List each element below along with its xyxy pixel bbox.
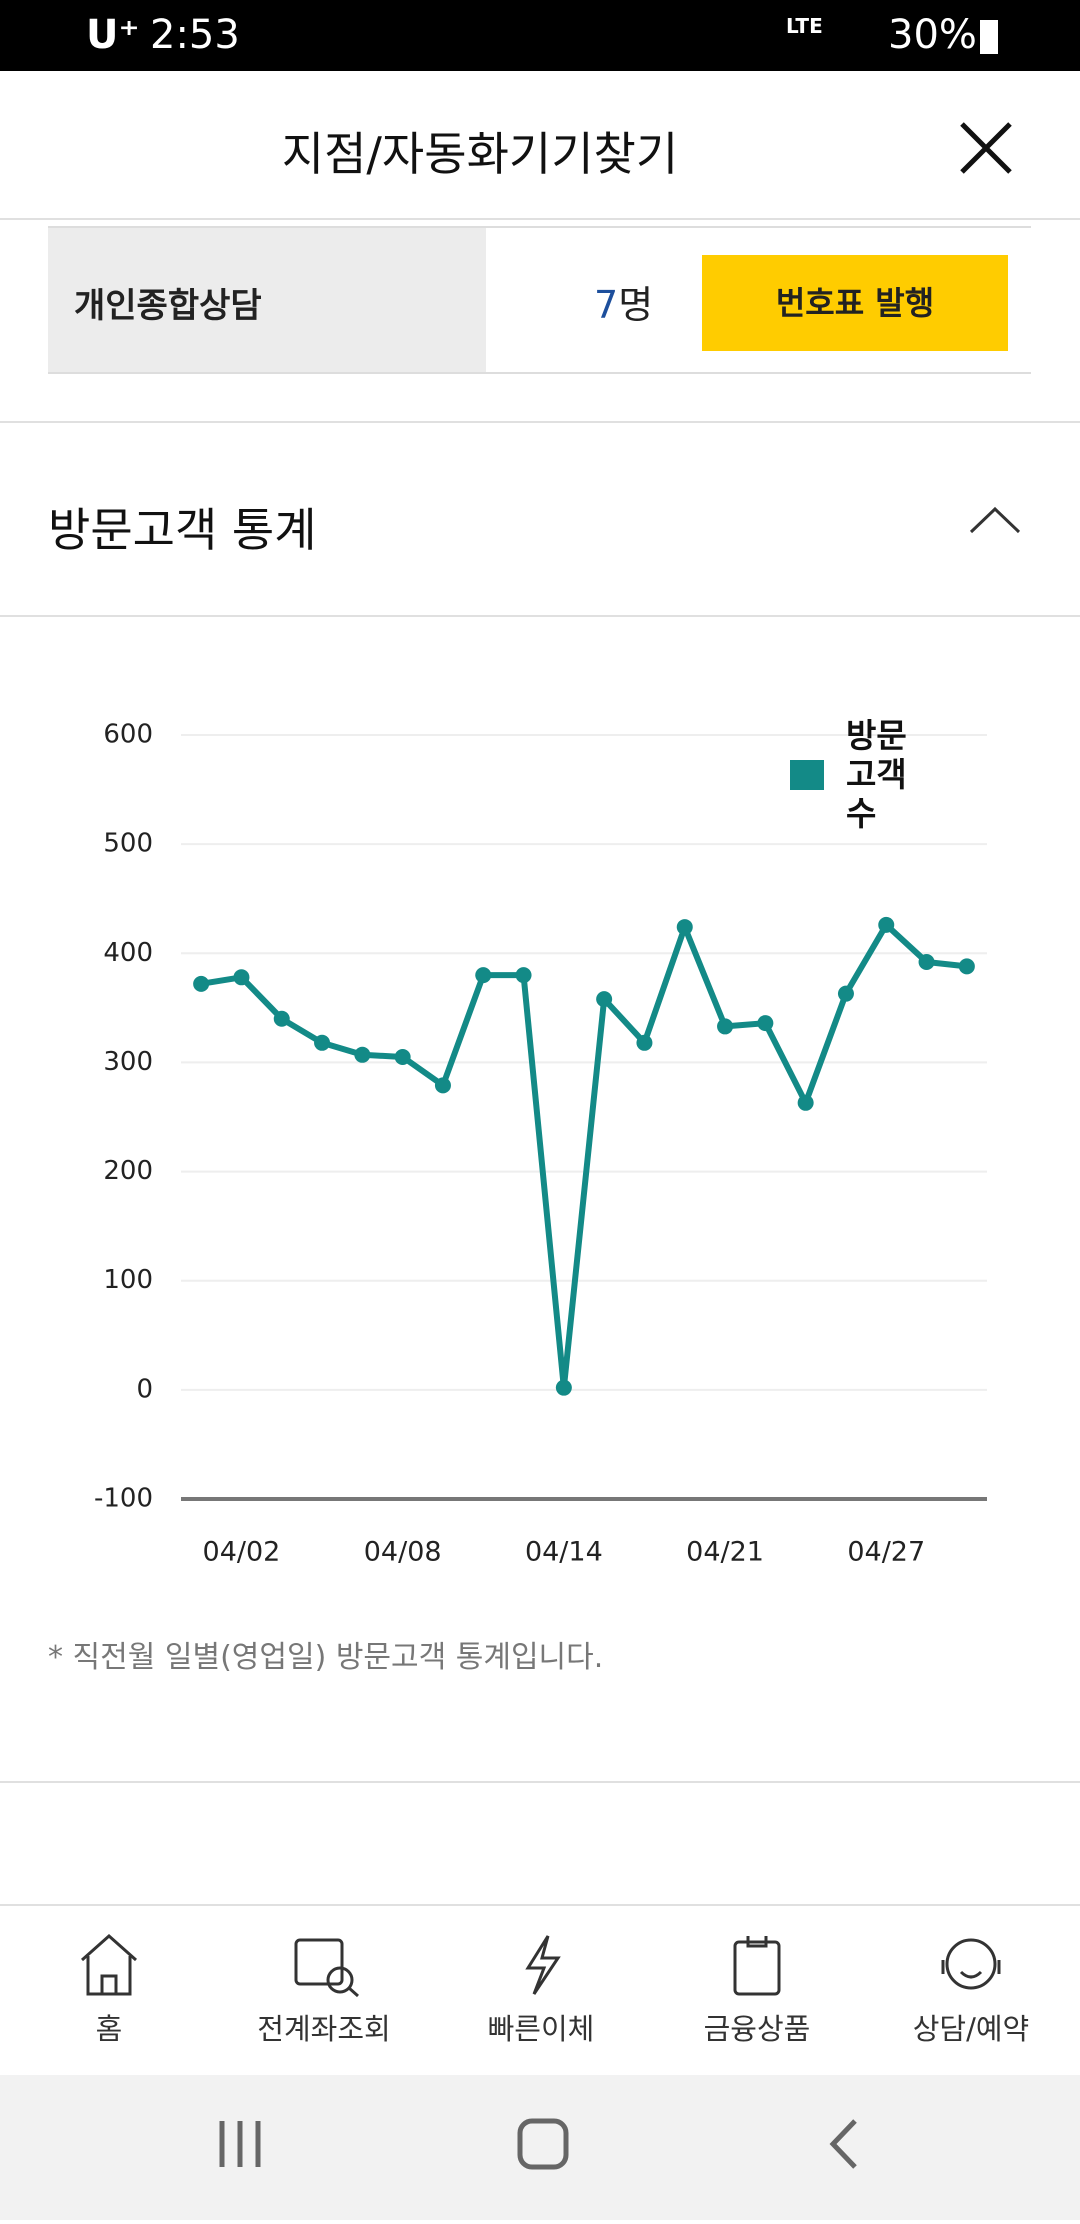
product-icon [733, 1940, 781, 1996]
chart: -100 0 100 200 300 400 500 600 04/02 04/08 04/14 04… [94, 720, 987, 1568]
data-point [555, 1379, 572, 1396]
data-point [596, 991, 613, 1008]
home-button[interactable] [517, 2118, 569, 2170]
battery: 30% [888, 12, 977, 58]
data-point [273, 1010, 290, 1027]
counter-label: 개인종합상담 [74, 286, 262, 326]
nav-label[interactable]: 빠른이체 [487, 2012, 595, 2046]
y-tick-label: 600 [103, 720, 153, 750]
x-tick-label: 04/27 [847, 1537, 925, 1568]
count: 7 [594, 283, 619, 327]
status-bar: U⁺ 2:53 LTE 30% [0, 0, 1080, 71]
search-icon [326, 1966, 354, 1994]
x-tick-label: 04/02 [203, 1537, 281, 1568]
data-point [878, 916, 895, 933]
x-tick-label: 04/21 [686, 1537, 764, 1568]
note: * 직전월 일별(영업일) 방문고객 통계입니다. [48, 1640, 604, 1675]
data-point [837, 985, 854, 1002]
transfer-icon [525, 1935, 561, 1995]
data-point [193, 975, 210, 992]
divider [0, 218, 1080, 220]
divider [0, 421, 1080, 423]
home-icon [81, 1933, 137, 1996]
data-point [354, 1046, 371, 1063]
network: LTE [786, 14, 823, 38]
y-tick-label: 500 [103, 829, 153, 859]
system-nav-icons [219, 2118, 857, 2170]
data-point [797, 1094, 814, 1111]
collapse-icon[interactable] [968, 505, 1022, 535]
close-button[interactable] [958, 120, 1014, 176]
y-tick-label: 300 [103, 1047, 153, 1077]
unit: 명 [618, 283, 654, 327]
data-point [918, 954, 935, 971]
data-point [958, 958, 975, 975]
ticket-button[interactable]: 번호표 발행 [702, 255, 1008, 351]
data-point [233, 969, 250, 986]
x-tick-label: 04/08 [364, 1537, 442, 1568]
data-point [515, 967, 532, 984]
data-point [636, 1034, 653, 1051]
data-point [757, 1015, 774, 1032]
data-point [475, 967, 492, 984]
divider [0, 615, 1080, 617]
y-tick-label: -100 [94, 1484, 153, 1514]
time: 2:53 [150, 12, 240, 58]
divider [0, 1781, 1080, 1783]
legend-swatch [790, 760, 824, 790]
header-title: 지점/자동화기기찾기 [281, 127, 679, 181]
legend-label: 방문고객수 [846, 716, 907, 833]
data-point [314, 1034, 331, 1051]
y-tick-label: 200 [103, 1156, 153, 1186]
account-icon [294, 1938, 344, 1986]
recent-apps[interactable] [219, 2121, 261, 2167]
y-tick-label: 0 [136, 1374, 153, 1404]
counter-row: 개인종합상담 7명 번호표 발행 [48, 226, 1031, 374]
carrier: U⁺ [86, 12, 140, 58]
y-tick-label: 400 [103, 938, 153, 968]
x-tick-label: 04/14 [525, 1537, 603, 1568]
nav-label[interactable]: 전계좌조회 [257, 2012, 391, 2046]
data-point [394, 1048, 411, 1065]
battery-icon [980, 20, 998, 54]
system-nav [0, 2075, 1080, 2220]
data-point [676, 919, 693, 936]
section-title: 방문고객 통계 [48, 503, 317, 557]
nav-label[interactable]: 홈 [95, 2012, 123, 2046]
data-point [717, 1018, 734, 1035]
data-point [434, 1077, 451, 1094]
nav-label[interactable]: 금융상품 [703, 2012, 811, 2046]
y-tick-label: 100 [103, 1265, 153, 1295]
consult-icon [945, 1938, 997, 1990]
nav-label[interactable]: 상담/예약 [912, 2012, 1030, 2046]
divider [0, 1904, 1080, 1906]
counter-cell [48, 228, 486, 372]
nav-icons [81, 1933, 1001, 1998]
counter-value: 7명 [594, 274, 653, 329]
back-button[interactable] [829, 2119, 857, 2169]
